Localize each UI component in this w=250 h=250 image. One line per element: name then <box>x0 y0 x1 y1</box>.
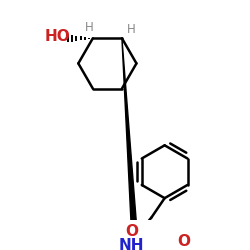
Text: H: H <box>127 23 136 36</box>
Text: O: O <box>178 234 190 249</box>
Polygon shape <box>122 38 139 250</box>
Text: O: O <box>126 224 138 239</box>
Text: H: H <box>85 21 94 34</box>
Text: HO: HO <box>45 29 70 44</box>
Text: NH: NH <box>118 238 144 250</box>
